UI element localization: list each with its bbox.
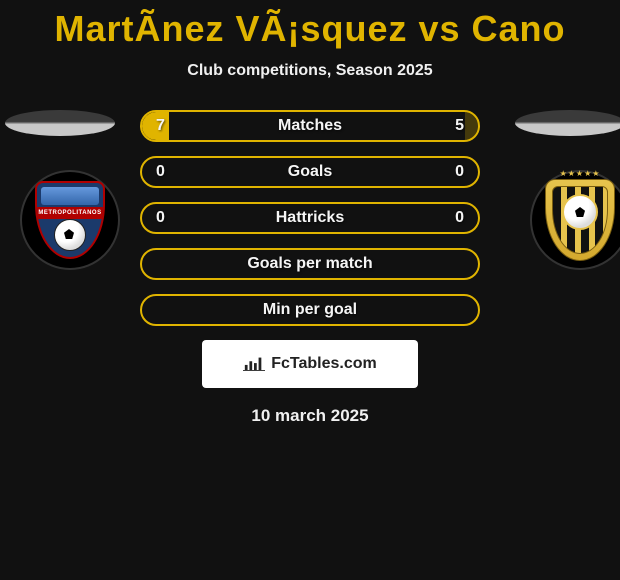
- branding-badge: FcTables.com: [202, 340, 418, 388]
- soccer-ball-icon: [562, 194, 598, 230]
- stat-value-left: 7: [156, 117, 165, 135]
- branding-text: FcTables.com: [271, 355, 377, 373]
- stat-row: 7 5 Matches: [140, 110, 480, 142]
- bar-chart-icon: [243, 355, 265, 373]
- stars-icon: ★★★★★: [560, 169, 601, 178]
- soccer-ball-icon: [54, 219, 86, 251]
- stat-value-left: 0: [156, 163, 165, 181]
- flag-placeholder-left: [5, 110, 115, 136]
- flag-placeholder-right: [515, 110, 620, 136]
- comparison-panel: METROPOLITANOS ★★★★★ 7 5 Matches 0 0 Goals 0 0 H…: [0, 110, 620, 426]
- subtitle: Club competitions, Season 2025: [0, 62, 620, 80]
- stat-label: Matches: [278, 117, 342, 135]
- stat-value-right: 5: [455, 117, 464, 135]
- date-text: 10 march 2025: [0, 406, 620, 426]
- stat-row: 0 0 Hattricks: [140, 202, 480, 234]
- stat-label: Goals per match: [247, 255, 372, 273]
- stat-value-right: 0: [455, 163, 464, 181]
- team-badge-left: METROPOLITANOS: [20, 170, 120, 270]
- team-crest-left: METROPOLITANOS: [35, 181, 105, 259]
- stat-rows: 7 5 Matches 0 0 Goals 0 0 Hattricks Goals per mat…: [140, 110, 480, 326]
- stat-row: Goals per match: [140, 248, 480, 280]
- team-badge-right: ★★★★★: [530, 170, 620, 270]
- stat-label: Hattricks: [276, 209, 344, 227]
- stat-value-left: 0: [156, 209, 165, 227]
- team-crest-right: ★★★★★: [545, 179, 615, 261]
- stat-label: Min per goal: [263, 301, 357, 319]
- stat-value-right: 0: [455, 209, 464, 227]
- stat-row: 0 0 Goals: [140, 156, 480, 188]
- page-title: MartÃ­nez VÃ¡squez vs Cano: [0, 0, 620, 50]
- team-crest-left-label: METROPOLITANOS: [37, 207, 103, 219]
- stat-fill-right: [465, 112, 478, 140]
- stat-row: Min per goal: [140, 294, 480, 326]
- stat-label: Goals: [288, 163, 332, 181]
